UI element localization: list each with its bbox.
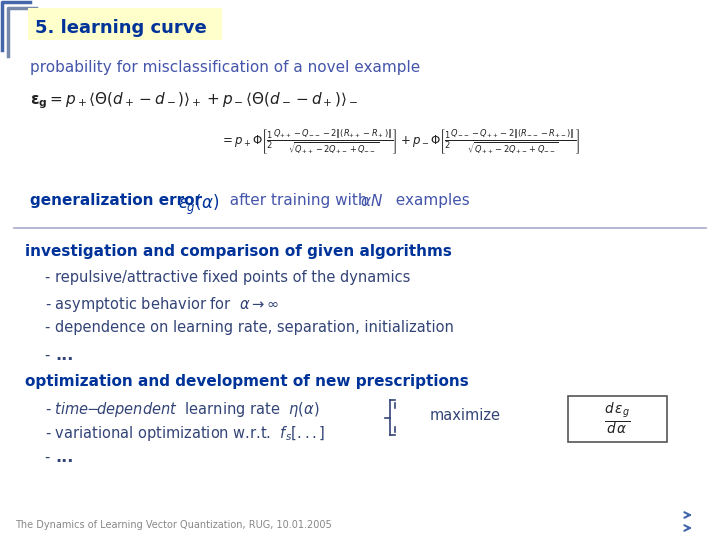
FancyBboxPatch shape [568, 396, 667, 442]
Text: $\epsilon_g(\alpha)$: $\epsilon_g(\alpha)$ [178, 193, 220, 217]
Text: The Dynamics of Learning Vector Quantization, RUG, 10.01.2005: The Dynamics of Learning Vector Quantiza… [15, 520, 332, 530]
Text: maximize: maximize [430, 408, 501, 422]
Text: generalization error: generalization error [30, 193, 212, 208]
Text: $\alpha N$: $\alpha N$ [360, 193, 383, 209]
Text: ...: ... [55, 450, 73, 465]
Text: -: - [45, 348, 55, 363]
Text: investigation and comparison of given algorithms: investigation and comparison of given al… [25, 244, 452, 259]
Text: - $\it{time\!\!-\!\!dependent}$  learning rate  $\eta(\alpha)$: - $\it{time\!\!-\!\!dependent}$ learning… [45, 400, 320, 419]
FancyBboxPatch shape [28, 8, 222, 40]
Text: after training with: after training with [220, 193, 377, 208]
Text: - variational optimization w.r.t.  $f_s[...]$: - variational optimization w.r.t. $f_s[.… [45, 424, 325, 443]
Text: $\frac{d\,\epsilon_g}{d\,\alpha}$: $\frac{d\,\epsilon_g}{d\,\alpha}$ [604, 401, 631, 437]
Text: $= p_+ \Phi\left[\frac{1}{2}\frac{Q_{++}-Q_{--}-2\|(R_{++}-R_+)\|}{\sqrt{Q_{++}-: $= p_+ \Phi\left[\frac{1}{2}\frac{Q_{++}… [220, 128, 580, 157]
Text: -: - [45, 450, 55, 465]
Text: $\mathbf{\epsilon_g} = p_+\langle\Theta(d_+ - d_-)\rangle_+ + p_-\langle\Theta(d: $\mathbf{\epsilon_g} = p_+\langle\Theta(… [30, 90, 359, 111]
Text: - dependence on learning rate, separation, initialization: - dependence on learning rate, separatio… [45, 320, 454, 335]
Text: - asymptotic behavior for  $\alpha\rightarrow\infty$: - asymptotic behavior for $\alpha\righta… [45, 295, 279, 314]
Text: examples: examples [386, 193, 469, 208]
Text: optimization and development of new prescriptions: optimization and development of new pres… [25, 374, 469, 389]
Text: - repulsive/attractive fixed points of the dynamics: - repulsive/attractive fixed points of t… [45, 270, 410, 285]
Text: 5. learning curve: 5. learning curve [35, 19, 207, 37]
Text: probability for misclassification of a novel example: probability for misclassification of a n… [30, 60, 420, 75]
Text: ...: ... [55, 348, 73, 363]
